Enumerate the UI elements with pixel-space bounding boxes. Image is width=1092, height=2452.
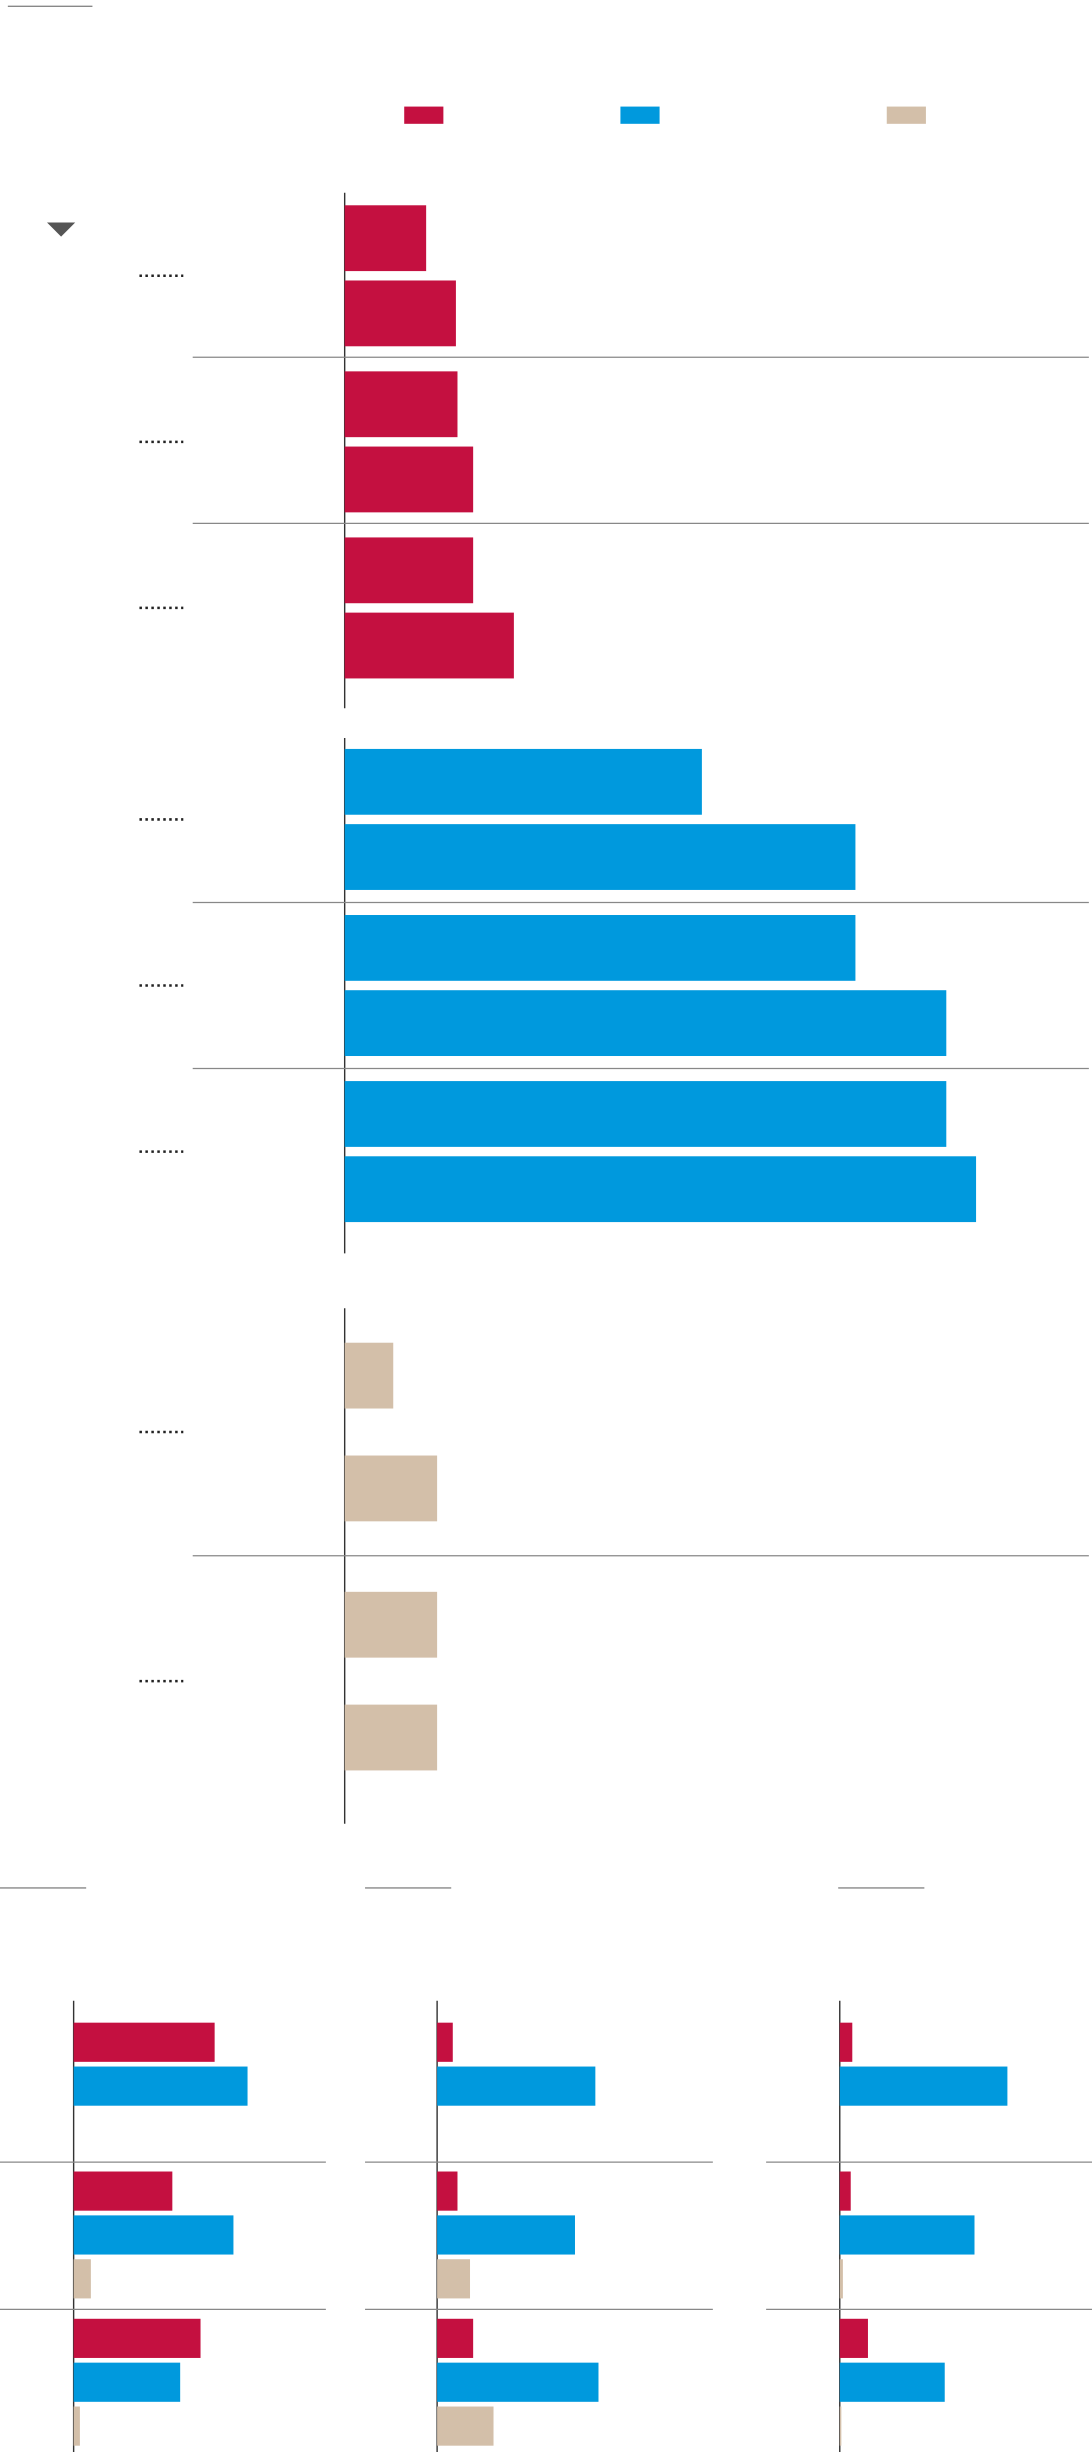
bar — [344, 280, 456, 347]
bar — [437, 2215, 575, 2255]
bar — [437, 2022, 453, 2062]
bar — [437, 2171, 458, 2211]
bar — [344, 1156, 977, 1223]
bar — [344, 612, 514, 679]
bar — [839, 2022, 853, 2062]
bar — [344, 1342, 394, 1409]
bar — [839, 2318, 868, 2358]
bar — [344, 1704, 438, 1771]
legend-swatch — [404, 106, 444, 124]
bar — [839, 2066, 1008, 2106]
dropdown-arrow[interactable] — [47, 222, 76, 237]
bar — [344, 1455, 438, 1522]
bar — [73, 2406, 80, 2446]
bar — [73, 2215, 234, 2255]
bar — [344, 915, 856, 981]
bar — [839, 2259, 843, 2299]
bar — [839, 2406, 842, 2446]
bar — [344, 371, 458, 438]
bar — [437, 2259, 471, 2299]
legend-swatch — [886, 106, 926, 124]
bar — [73, 2259, 91, 2299]
bar — [344, 990, 947, 1057]
bar — [344, 1081, 947, 1147]
bar — [73, 2066, 248, 2106]
bar — [73, 2022, 215, 2062]
bar — [437, 2362, 599, 2402]
bar — [73, 2362, 181, 2402]
bar — [437, 2406, 494, 2446]
bar — [344, 748, 702, 815]
bar — [437, 2318, 474, 2358]
bar — [73, 2318, 201, 2358]
bar — [344, 537, 474, 604]
bar — [839, 2171, 851, 2211]
bar — [344, 205, 427, 272]
bar — [344, 824, 856, 890]
bar — [344, 446, 474, 513]
bar — [437, 2066, 596, 2106]
bar — [344, 1591, 438, 1658]
bar — [839, 2215, 975, 2255]
bar — [839, 2362, 945, 2402]
legend-swatch — [620, 106, 660, 124]
bar — [73, 2171, 173, 2211]
